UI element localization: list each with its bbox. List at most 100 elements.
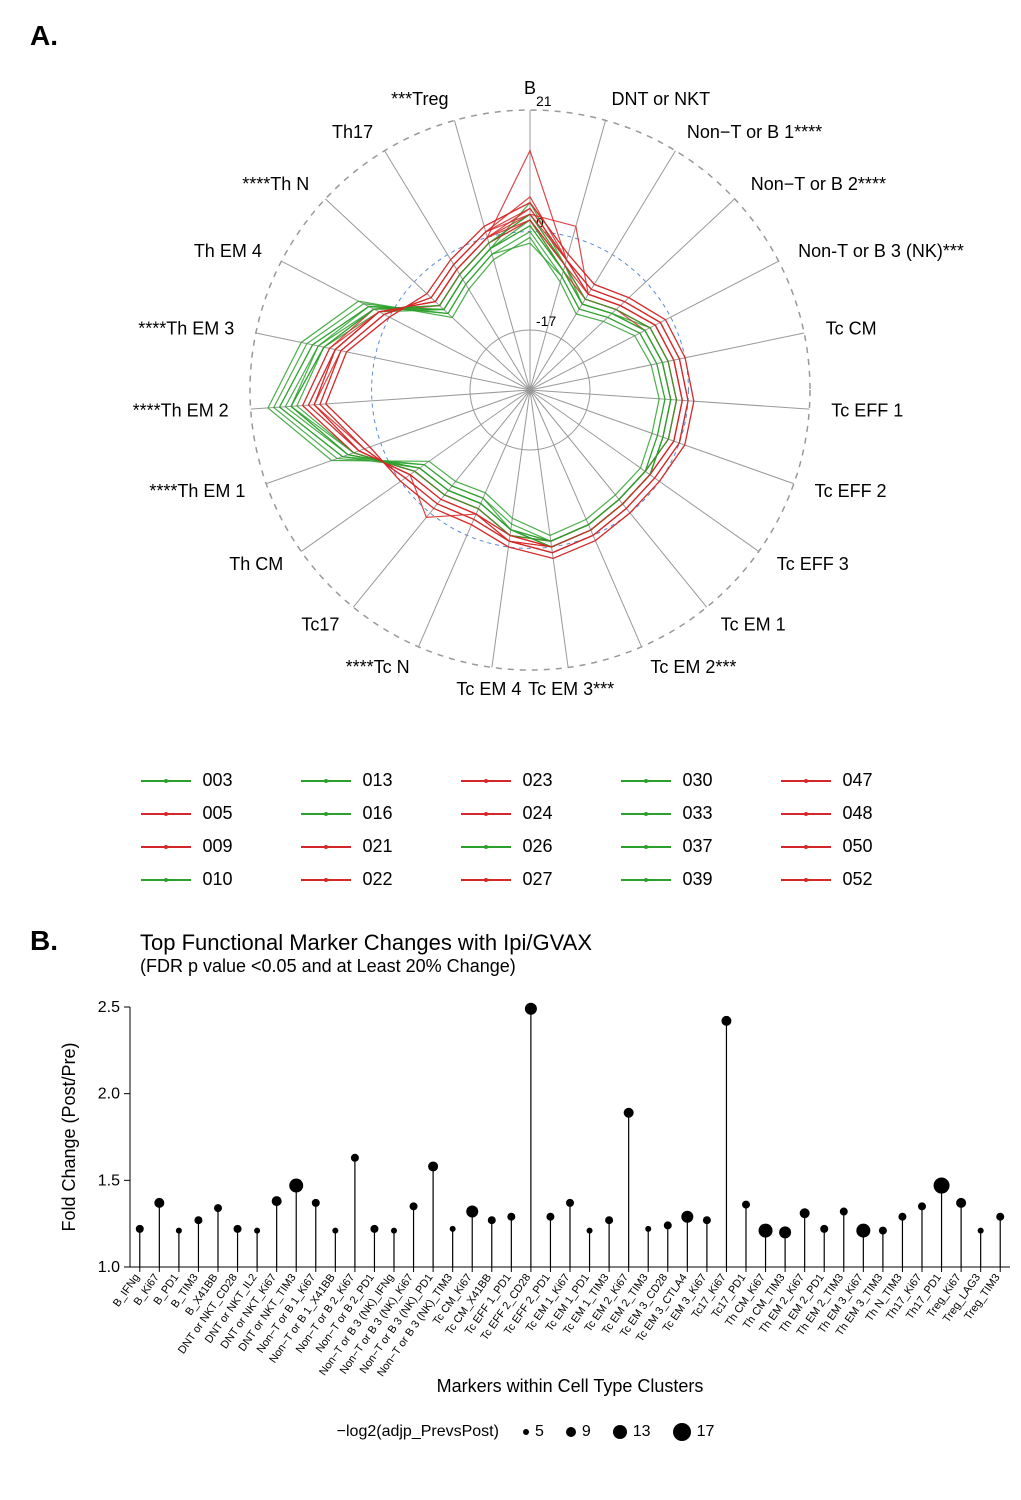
radar-series (308, 220, 682, 547)
legend-line (301, 879, 351, 881)
radar-spoke (530, 261, 779, 390)
lollipop-dot (488, 1216, 496, 1224)
y-tick-label: 1.0 (98, 1259, 120, 1276)
lollipop-dot (312, 1199, 320, 1207)
lollipop-dot (956, 1198, 966, 1208)
lollipop-dot (154, 1198, 164, 1208)
lollipop-dot (272, 1196, 282, 1206)
y-axis-label: Fold Change (Post/Pre) (59, 1042, 79, 1231)
radar-spoke (530, 199, 735, 390)
lollipop-dot (525, 1003, 537, 1015)
legend-item: 013 (301, 770, 441, 791)
radar-spoke (385, 151, 530, 390)
lollipop-dot (176, 1228, 182, 1234)
legend-line (141, 813, 191, 815)
legend-dot (804, 779, 808, 783)
lollipop-dot (664, 1221, 672, 1229)
radar-axis-label: B (524, 78, 536, 98)
radar-axis-label: DNT or NKT (611, 89, 710, 109)
legend-label: 052 (843, 869, 873, 890)
lollipop-subtitle: (FDR p value <0.05 and at Least 20% Chan… (140, 956, 1021, 977)
legend-label: 047 (843, 770, 873, 791)
legend-label: 033 (683, 803, 713, 824)
radar-scale-label: -17 (536, 313, 556, 329)
legend-line (461, 780, 511, 782)
radar-axis-label: Tc CM (826, 319, 877, 339)
lollipop-dot (898, 1213, 906, 1221)
legend-line (141, 879, 191, 881)
legend-label: 013 (363, 770, 393, 791)
radar-spoke (353, 390, 530, 607)
legend-line (781, 780, 831, 782)
radar-axis-label: ***Treg (391, 89, 448, 109)
legend-line (301, 780, 351, 782)
legend-line (461, 813, 511, 815)
legend-dot (164, 878, 168, 882)
legend-label: 022 (363, 869, 393, 890)
legend-line (141, 780, 191, 782)
legend-row: 010022027039052 (141, 869, 921, 890)
y-tick-label: 2.5 (98, 999, 120, 1016)
legend-label: 005 (203, 803, 233, 824)
radar-axis-label: Th EM 4 (194, 241, 262, 261)
legend-label: 023 (523, 770, 553, 791)
legend-line (621, 879, 671, 881)
legend-dot (644, 878, 648, 882)
legend-dot (484, 779, 488, 783)
lollipop-dot (289, 1179, 303, 1193)
legend-line (461, 846, 511, 848)
legend-line (621, 846, 671, 848)
radar-axis-label: Tc EFF 1 (831, 401, 903, 421)
lollipop-dot (136, 1225, 144, 1233)
legend-label: 010 (203, 869, 233, 890)
radar-axis-label: Tc EM 1 (721, 614, 786, 634)
radar-axis-label: ****Th N (242, 174, 309, 194)
size-legend-dot (613, 1425, 627, 1439)
legend-item: 021 (301, 836, 441, 857)
radar-axis-label: Non−T or B 1**** (687, 122, 822, 142)
legend-line (141, 846, 191, 848)
legend-label: 048 (843, 803, 873, 824)
panel-b-label: B. (30, 925, 58, 957)
legend-label: 026 (523, 836, 553, 857)
legend-item: 037 (621, 836, 761, 857)
radar-series (314, 214, 682, 547)
legend-item: 005 (141, 803, 281, 824)
lollipop-dot (934, 1178, 950, 1194)
legend-item: 050 (781, 836, 921, 857)
lollipop-dot (370, 1225, 378, 1233)
radar-axis-label: Tc EM 4 (456, 679, 521, 699)
x-axis-label: Markers within Cell Type Clusters (437, 1376, 704, 1396)
legend-line (781, 813, 831, 815)
radar-axis-label: Th CM (229, 554, 283, 574)
lollipop-dot (546, 1213, 554, 1221)
legend-dot (324, 845, 328, 849)
radar-axis-label: Tc EM 2*** (650, 657, 736, 677)
legend-label: 009 (203, 836, 233, 857)
lollipop-dot (759, 1224, 773, 1238)
lollipop-dot (254, 1228, 260, 1234)
legend-label: 021 (363, 836, 393, 857)
radar-spoke (530, 390, 707, 607)
legend-item: 003 (141, 770, 281, 791)
radar-axis-label: Non−T or B 2**** (751, 174, 886, 194)
lollipop-dot (214, 1204, 222, 1212)
legend-item: 009 (141, 836, 281, 857)
legend-label: 050 (843, 836, 873, 857)
radar-chart: 210-17BDNT or NKTNon−T or B 1****Non−T o… (20, 20, 1021, 740)
legend-dot (324, 812, 328, 816)
panel-b-container: B. Top Functional Marker Changes with Ip… (20, 930, 1021, 1442)
legend-dot (804, 812, 808, 816)
radar-series (314, 214, 688, 552)
y-tick-label: 1.5 (98, 1172, 120, 1189)
y-tick-label: 2.0 (98, 1086, 120, 1103)
lollipop-dot (918, 1202, 926, 1210)
legend-dot (484, 812, 488, 816)
legend-item: 026 (461, 836, 601, 857)
legend-label: 003 (203, 770, 233, 791)
radar-series (314, 151, 682, 547)
lollipop-dot (681, 1211, 693, 1223)
lollipop-dot (856, 1224, 870, 1238)
legend-label: 027 (523, 869, 553, 890)
legend-dot (804, 878, 808, 882)
